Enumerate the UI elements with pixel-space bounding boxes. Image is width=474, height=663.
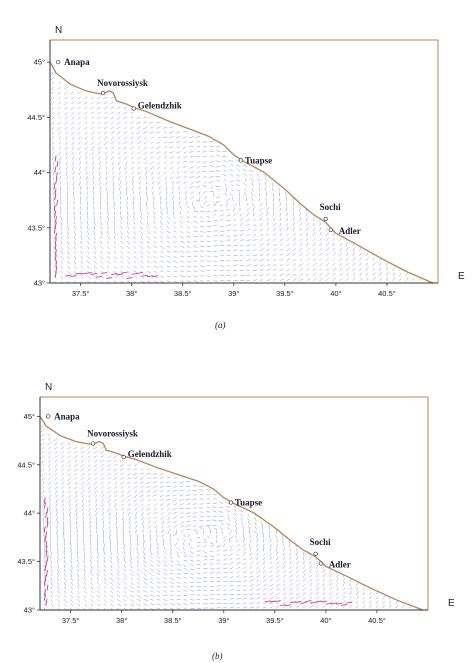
- city-marker: [131, 106, 136, 111]
- lon-tick-label: 39°: [218, 616, 229, 625]
- lat-tick-label: 44.5°: [17, 460, 35, 469]
- city-marker: [318, 561, 323, 566]
- caption-a: (a): [215, 320, 226, 330]
- lon-tick-label: 38.5°: [174, 289, 192, 298]
- panel-a: 45° 44.5° 44° 43.5° 43° 37.5° 38° 38.5° 39° 39.5°…: [27, 25, 465, 330]
- east-label: E: [458, 271, 465, 282]
- city-marker: [323, 216, 328, 222]
- city-marker: [121, 454, 126, 460]
- lat-tick-label: 45°: [24, 412, 35, 421]
- panel-b: 45° 44.5° 44° 43.5° 43° 37.5° 38° 38.5° 39° 39.5°…: [0, 340, 474, 663]
- lon-tick-label: 40°: [330, 289, 341, 298]
- city-label-tuapse: Tuapse: [245, 155, 272, 165]
- city-label-adler: Adler: [339, 226, 361, 236]
- lat-tick-label: 45°: [34, 58, 45, 67]
- lat-tick-label: 44°: [34, 168, 45, 177]
- strong-current-vectors: [43, 497, 353, 607]
- lon-tick-label: 38°: [116, 616, 127, 625]
- city-marker: [90, 441, 96, 446]
- lat-tick-label: 43°: [34, 279, 45, 288]
- lon-tick-label: 38.5°: [164, 616, 182, 625]
- lat-tick-label: 44.5°: [27, 113, 45, 122]
- lat-tick-label: 44°: [24, 509, 35, 518]
- lat-tick-label: 43.5°: [17, 557, 35, 566]
- strong-current-vectors: [53, 155, 159, 280]
- lon-tick-label: 37.5°: [72, 289, 90, 298]
- current-map-b: 45° 44.5° 44° 43.5° 43° 37.5° 38° 38.5° 39° 39.5°…: [17, 382, 455, 625]
- city-label-novorossiysk: Novorossiysk: [87, 428, 138, 438]
- current-vector-field: [40, 424, 412, 612]
- caption-b: (b): [212, 651, 223, 661]
- east-label: E: [448, 598, 455, 609]
- lon-tick-label: 38°: [126, 289, 137, 298]
- lat-tick-label: 43.5°: [27, 223, 45, 232]
- lon-tick-label: 39.5°: [266, 616, 284, 625]
- city-marker: [100, 90, 106, 96]
- lon-tick-label: 40.5°: [368, 616, 386, 625]
- city-label-anapa: Anapa: [64, 57, 90, 67]
- city-label-adler: Adler: [329, 560, 351, 570]
- lon-tick-label: 40.5°: [378, 289, 396, 298]
- city-marker: [313, 551, 318, 556]
- coastline: [49, 61, 434, 284]
- lat-tick-label: 43°: [24, 606, 35, 615]
- lon-tick-label: 39°: [228, 289, 239, 298]
- city-label-gelendzhik: Gelendzhik: [128, 449, 172, 459]
- city-label-sochi: Sochi: [320, 202, 342, 212]
- city-label-novorossiysk: Novorossiysk: [97, 78, 148, 88]
- city-label-sochi: Sochi: [310, 537, 332, 547]
- lon-tick-label: 37.5°: [62, 616, 80, 625]
- city-marker: [328, 227, 333, 233]
- city-label-gelendzhik: Gelendzhik: [138, 100, 182, 110]
- city-marker: [46, 414, 51, 419]
- city-marker: [228, 500, 234, 505]
- current-map-a: 45° 44.5° 44° 43.5° 43° 37.5° 38° 38.5° 39° 39.5°…: [27, 25, 465, 298]
- city-label-anapa: Anapa: [54, 411, 80, 421]
- city-marker: [238, 158, 244, 163]
- city-label-tuapse: Tuapse: [235, 498, 262, 508]
- city-marker: [56, 59, 61, 65]
- north-label: N: [45, 382, 52, 393]
- lon-tick-label: 40°: [320, 616, 331, 625]
- lon-tick-label: 39.5°: [276, 289, 294, 298]
- north-label: N: [55, 25, 62, 36]
- current-vector-field: [50, 71, 422, 285]
